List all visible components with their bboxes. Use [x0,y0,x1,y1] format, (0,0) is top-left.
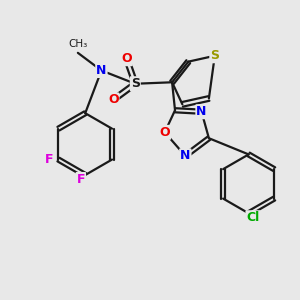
Text: S: S [210,49,219,62]
Text: CH₃: CH₃ [68,39,88,49]
Text: F: F [76,173,85,186]
Text: N: N [196,105,207,118]
Text: N: N [180,149,190,162]
Text: N: N [96,64,106,77]
Text: O: O [121,52,132,65]
Text: F: F [45,153,54,166]
Text: Cl: Cl [246,211,260,224]
Text: O: O [159,126,170,139]
Text: S: S [131,77,140,90]
Text: O: O [108,93,119,106]
